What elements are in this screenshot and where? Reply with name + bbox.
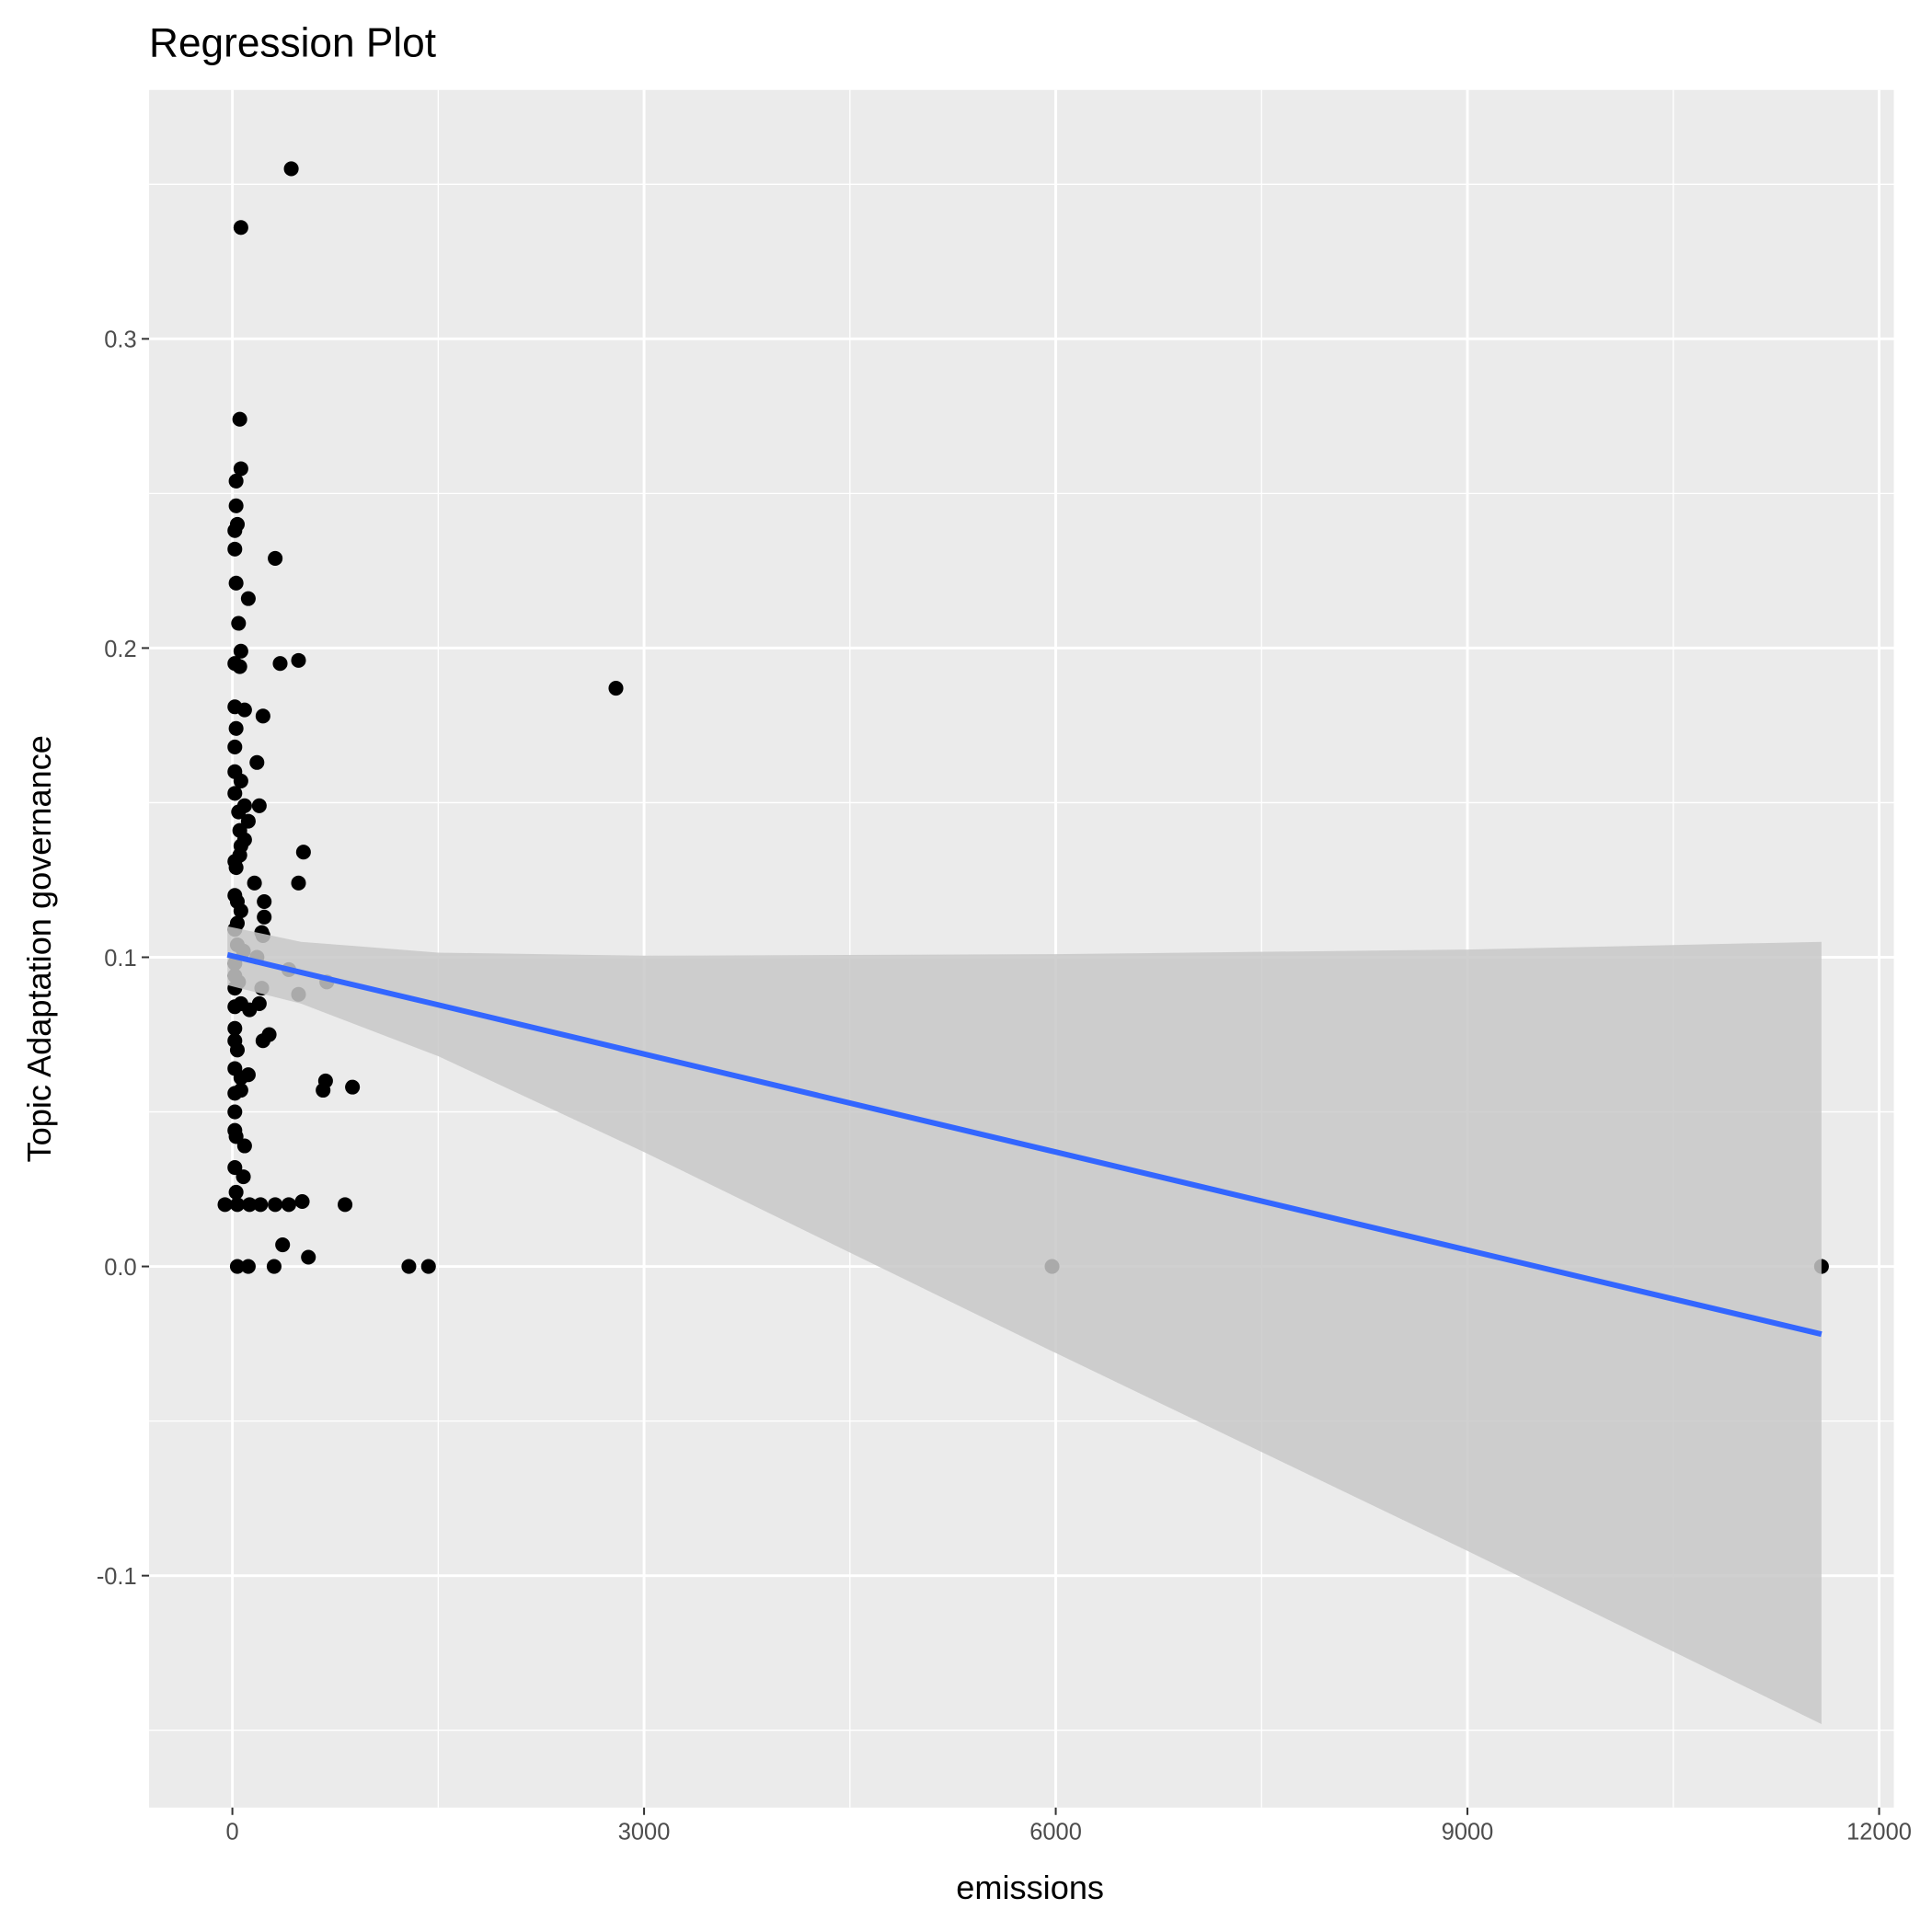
point <box>272 656 288 672</box>
point <box>247 875 262 891</box>
point <box>227 739 243 754</box>
point <box>228 575 244 591</box>
point <box>228 473 244 489</box>
point <box>228 859 244 876</box>
point <box>257 909 272 925</box>
point <box>233 1082 248 1098</box>
point <box>257 893 272 910</box>
point <box>345 1079 361 1095</box>
point <box>240 591 256 606</box>
y-tick-label: 0.1 <box>104 946 136 972</box>
chart-title: Regression Plot <box>149 21 436 66</box>
confidence-band <box>227 926 1822 1724</box>
point <box>228 498 244 513</box>
y-axis-title: Topic Adaptation governance <box>20 735 58 1162</box>
point <box>338 1197 353 1213</box>
point <box>251 798 267 813</box>
point <box>295 845 311 860</box>
point <box>233 1070 248 1086</box>
point <box>233 903 248 919</box>
point <box>236 1169 251 1185</box>
point <box>255 708 270 724</box>
point <box>229 1259 245 1274</box>
x-tick-label: 6000 <box>1029 1820 1082 1846</box>
point <box>229 1197 245 1213</box>
point <box>233 220 248 236</box>
point <box>236 1138 252 1154</box>
point <box>291 875 306 891</box>
x-tick-label: 9000 <box>1442 1820 1494 1846</box>
point <box>268 550 283 566</box>
point <box>229 1042 245 1058</box>
y-tick-label: 0.2 <box>104 637 136 662</box>
point <box>281 1197 296 1213</box>
point <box>227 999 243 1015</box>
point <box>268 1197 283 1213</box>
point <box>608 681 624 696</box>
point <box>401 1259 417 1274</box>
y-tick-label: -0.1 <box>97 1564 137 1590</box>
point <box>228 1184 244 1200</box>
point <box>227 523 243 538</box>
point <box>232 411 247 427</box>
point <box>227 541 243 557</box>
point <box>227 1020 243 1036</box>
point <box>316 1082 331 1098</box>
point <box>294 1193 310 1210</box>
point <box>255 1033 270 1049</box>
point <box>275 1237 291 1253</box>
x-tick-label: 12000 <box>1846 1820 1912 1846</box>
x-tick-label: 3000 <box>618 1820 671 1846</box>
point <box>227 786 243 801</box>
x-tick-label: 0 <box>226 1820 239 1846</box>
point <box>249 754 265 770</box>
point <box>253 1197 269 1213</box>
x-axis-title: emissions <box>956 1869 1104 1906</box>
point <box>236 702 252 718</box>
fit-line <box>226 951 1823 1338</box>
point <box>291 652 306 668</box>
point <box>283 161 299 177</box>
point <box>228 720 244 736</box>
point <box>231 804 247 820</box>
point <box>233 773 248 788</box>
data <box>217 161 1829 1724</box>
point <box>420 1259 436 1274</box>
axes: 0 3000 6000 9000 12000 -0.1 0.0 0.1 0.2 0.3 <box>97 328 1912 1846</box>
point <box>242 1002 258 1018</box>
y-tick-label: 0.3 <box>104 328 136 353</box>
point <box>301 1249 316 1265</box>
point <box>233 461 248 477</box>
point <box>232 659 247 674</box>
point <box>242 1197 258 1213</box>
point <box>227 1104 243 1120</box>
point <box>266 1259 282 1274</box>
point <box>233 643 248 659</box>
point <box>231 615 247 631</box>
point <box>217 1197 233 1213</box>
point <box>240 1259 256 1274</box>
y-tick-label: 0.0 <box>104 1255 136 1281</box>
